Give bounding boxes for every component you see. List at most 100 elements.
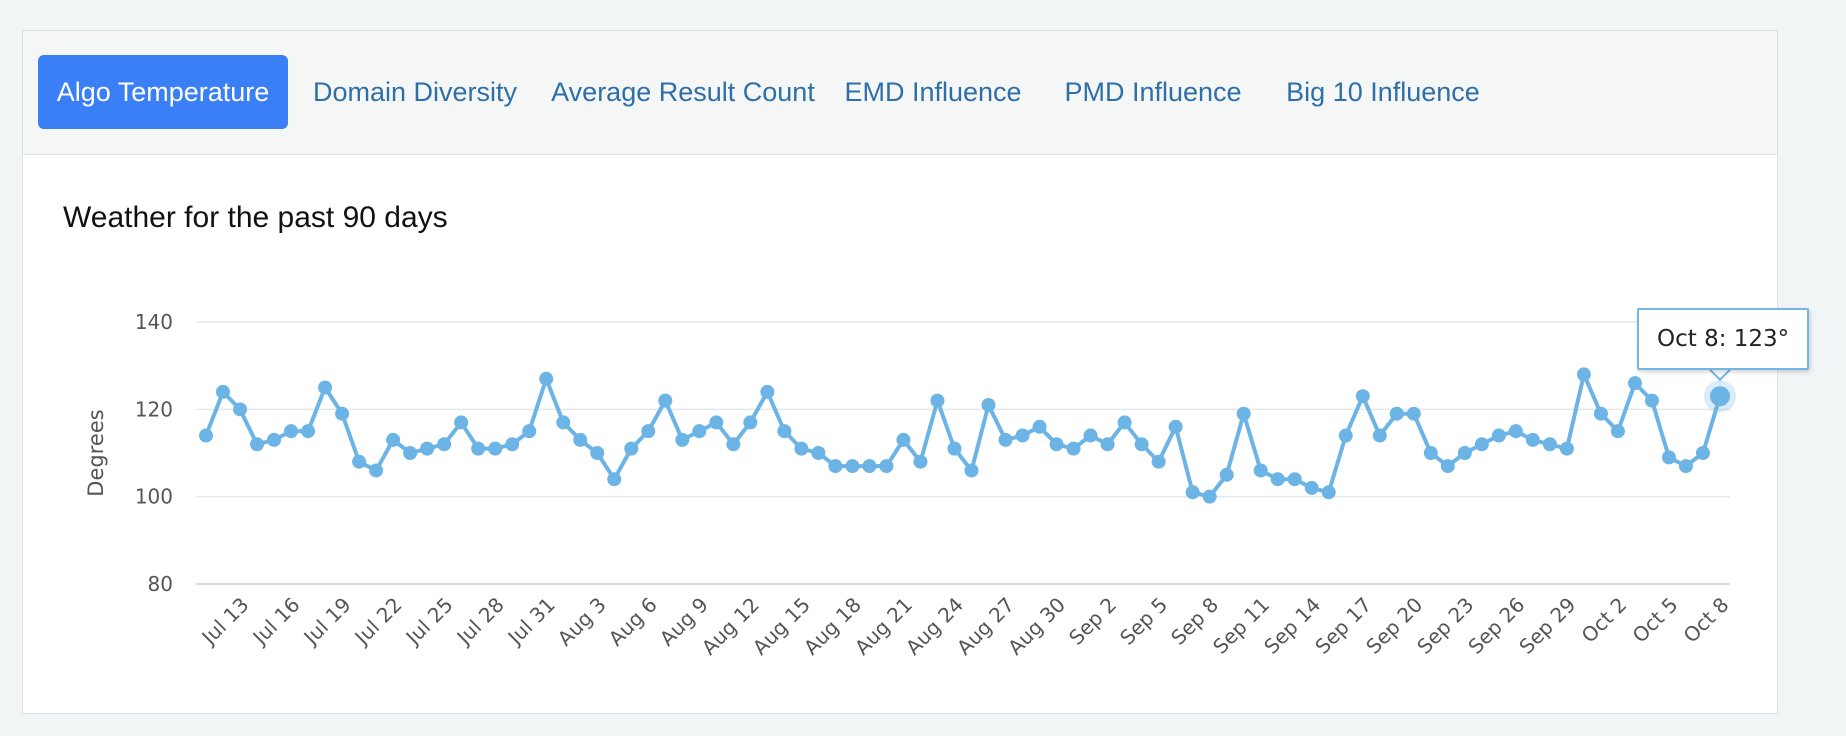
- data-point[interactable]: [318, 380, 333, 395]
- data-point[interactable]: [641, 424, 656, 439]
- data-point[interactable]: [590, 446, 605, 460]
- data-point[interactable]: [726, 437, 741, 452]
- data-point[interactable]: [1695, 446, 1710, 460]
- data-point[interactable]: [1406, 406, 1421, 421]
- data-point[interactable]: [1542, 437, 1557, 452]
- data-point[interactable]: [981, 397, 996, 412]
- data-point[interactable]: [1576, 367, 1591, 382]
- data-point[interactable]: [1015, 428, 1030, 443]
- data-point[interactable]: [709, 415, 724, 430]
- data-point[interactable]: [352, 454, 367, 469]
- tab-big-10-influence[interactable]: Big 10 Influence: [1286, 77, 1480, 107]
- data-point[interactable]: [199, 428, 213, 443]
- data-point[interactable]: [828, 459, 843, 474]
- data-point[interactable]: [369, 463, 384, 478]
- data-point[interactable]: [284, 424, 299, 439]
- data-point[interactable]: [998, 432, 1013, 447]
- y-tick-label: 120: [135, 397, 173, 421]
- data-point[interactable]: [471, 441, 486, 456]
- data-point[interactable]: [1644, 393, 1659, 408]
- data-point[interactable]: [930, 393, 945, 408]
- data-point[interactable]: [1661, 450, 1676, 465]
- tab-pmd-influence[interactable]: PMD Influence: [1064, 77, 1242, 107]
- data-point[interactable]: [913, 454, 928, 469]
- data-point[interactable]: [1049, 437, 1064, 452]
- data-point[interactable]: [522, 424, 537, 439]
- data-point[interactable]: [1270, 472, 1285, 487]
- data-point[interactable]: [1678, 459, 1693, 474]
- data-point[interactable]: [862, 459, 877, 474]
- data-point[interactable]: [1066, 441, 1081, 456]
- data-point[interactable]: [879, 459, 894, 474]
- data-point[interactable]: [845, 459, 860, 474]
- data-point[interactable]: [335, 406, 350, 421]
- x-tick-label: Jul 22: [349, 593, 407, 651]
- data-point[interactable]: [437, 437, 452, 452]
- data-point[interactable]: [1457, 446, 1472, 460]
- data-point[interactable]: [250, 437, 265, 452]
- data-point[interactable]: [454, 415, 469, 430]
- data-point[interactable]: [267, 432, 282, 447]
- data-point[interactable]: [1304, 480, 1319, 495]
- data-point[interactable]: [1117, 415, 1132, 430]
- data-point[interactable]: [488, 441, 503, 456]
- data-point[interactable]: [811, 446, 826, 460]
- data-point[interactable]: [573, 432, 588, 447]
- data-point[interactable]: [1440, 459, 1455, 474]
- data-point[interactable]: [1151, 454, 1166, 469]
- data-point[interactable]: [947, 441, 962, 456]
- tab-emd-influence[interactable]: EMD Influence: [844, 77, 1022, 107]
- data-point[interactable]: [1083, 428, 1098, 443]
- tab-domain-diversity[interactable]: Domain Diversity: [312, 77, 518, 107]
- data-point[interactable]: [1032, 419, 1047, 434]
- data-point[interactable]: [1338, 428, 1353, 443]
- data-point[interactable]: [1474, 437, 1489, 452]
- data-point[interactable]: [1372, 428, 1387, 443]
- data-point[interactable]: [1491, 428, 1506, 443]
- tab-algo-temperature[interactable]: Algo Temperature: [38, 55, 288, 129]
- data-point[interactable]: [233, 402, 248, 417]
- data-point[interactable]: [556, 415, 571, 430]
- data-point[interactable]: [1389, 406, 1404, 421]
- data-point[interactable]: [1355, 389, 1370, 404]
- data-point[interactable]: [964, 463, 979, 478]
- data-point[interactable]: [386, 432, 401, 447]
- x-tick-label: Aug 30: [1003, 593, 1070, 660]
- data-point[interactable]: [216, 384, 231, 399]
- data-point[interactable]: [896, 432, 911, 447]
- data-point[interactable]: [1593, 406, 1608, 421]
- data-point[interactable]: [760, 384, 775, 399]
- data-point[interactable]: [607, 472, 622, 487]
- data-point[interactable]: [1253, 463, 1268, 478]
- data-point[interactable]: [794, 441, 809, 456]
- data-point[interactable]: [1627, 376, 1642, 391]
- tab-average-result-count[interactable]: Average Result Count: [551, 77, 815, 107]
- data-point[interactable]: [1423, 446, 1438, 460]
- data-point[interactable]: [301, 424, 316, 439]
- data-point[interactable]: [777, 424, 792, 439]
- data-point[interactable]: [692, 424, 707, 439]
- highlighted-data-point[interactable]: [1710, 386, 1730, 407]
- data-point[interactable]: [1287, 472, 1302, 487]
- data-point[interactable]: [1610, 424, 1625, 439]
- data-point[interactable]: [1236, 406, 1251, 421]
- data-point[interactable]: [624, 441, 639, 456]
- data-point[interactable]: [1185, 485, 1200, 500]
- data-point[interactable]: [675, 432, 690, 447]
- data-point[interactable]: [1100, 437, 1115, 452]
- data-point[interactable]: [420, 441, 435, 456]
- data-point[interactable]: [743, 415, 758, 430]
- data-point[interactable]: [1219, 467, 1234, 482]
- data-point[interactable]: [1525, 432, 1540, 447]
- data-point[interactable]: [1559, 441, 1574, 456]
- data-point[interactable]: [1321, 485, 1336, 500]
- data-point[interactable]: [403, 446, 418, 460]
- data-point[interactable]: [1134, 437, 1149, 452]
- data-point[interactable]: [505, 437, 520, 452]
- data-point[interactable]: [1168, 419, 1183, 434]
- data-point[interactable]: [658, 393, 673, 408]
- data-point[interactable]: [539, 371, 554, 386]
- data-point[interactable]: [1202, 489, 1217, 504]
- data-point[interactable]: [1508, 424, 1523, 439]
